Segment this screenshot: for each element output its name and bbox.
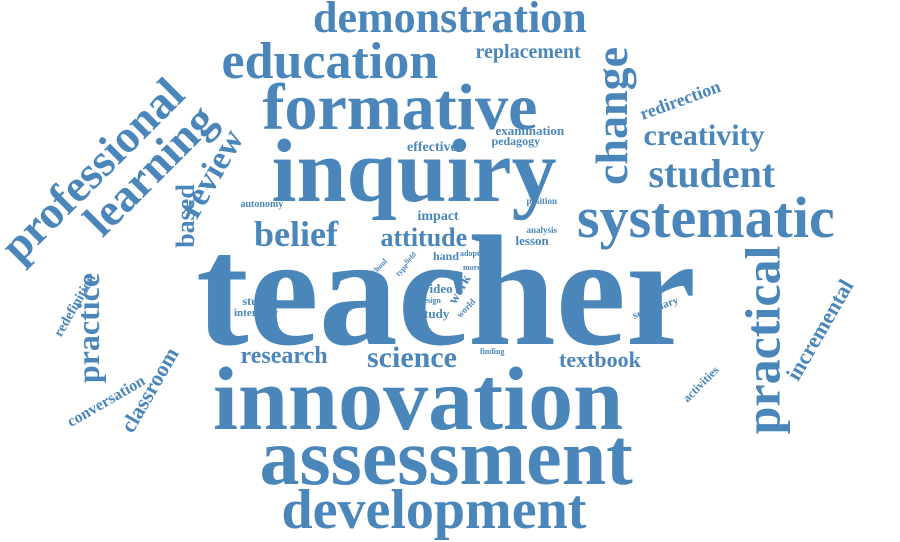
word-inquiry: inquiry <box>271 122 557 221</box>
word-development: development <box>281 479 587 541</box>
word-belief: belief <box>254 214 338 254</box>
word-research: research <box>240 343 328 369</box>
word-studies: studies <box>242 294 278 308</box>
word-impact: impact <box>417 209 459 224</box>
word-position: position <box>526 195 558 206</box>
word-more: more <box>463 263 481 272</box>
word-adopt: adopt <box>460 249 480 258</box>
word-student: student <box>648 151 776 196</box>
word-analysis: analysis <box>526 224 558 235</box>
word-innovation: innovation <box>213 350 624 449</box>
word-interview: interview <box>234 306 278 319</box>
word-assessment: assessment <box>259 414 633 502</box>
word-replacement: replacement <box>475 41 581 63</box>
word-design: design <box>419 296 441 305</box>
word-pedagogy: pedagogy <box>491 134 541 148</box>
word-creativity: creativity <box>643 119 765 152</box>
word-formative: formative <box>262 71 538 144</box>
word-attitude: attitude <box>380 223 468 252</box>
word-redirection: redirection <box>637 76 724 124</box>
word-incremental: incremental <box>780 274 859 385</box>
word-hand: hand <box>433 249 460 263</box>
word-video: video <box>423 280 453 296</box>
word-teacher: teacher <box>196 204 696 379</box>
word-practical: practical <box>733 245 790 435</box>
word-science: science <box>367 341 457 374</box>
word-textbook: textbook <box>559 347 641 372</box>
word-based: based <box>170 184 200 248</box>
word-finding: finding <box>480 347 505 356</box>
word-education: education <box>221 33 439 90</box>
word-study: study <box>419 305 450 321</box>
word-effective: effective <box>407 140 457 155</box>
word-demonstration: demonstration <box>313 0 587 42</box>
word-autonomy: autonomy <box>240 199 284 210</box>
word-examination: examination <box>495 122 565 138</box>
word-change: change <box>586 47 637 185</box>
word-systematic: systematic <box>577 185 835 250</box>
word-lesson: lesson <box>515 232 549 248</box>
